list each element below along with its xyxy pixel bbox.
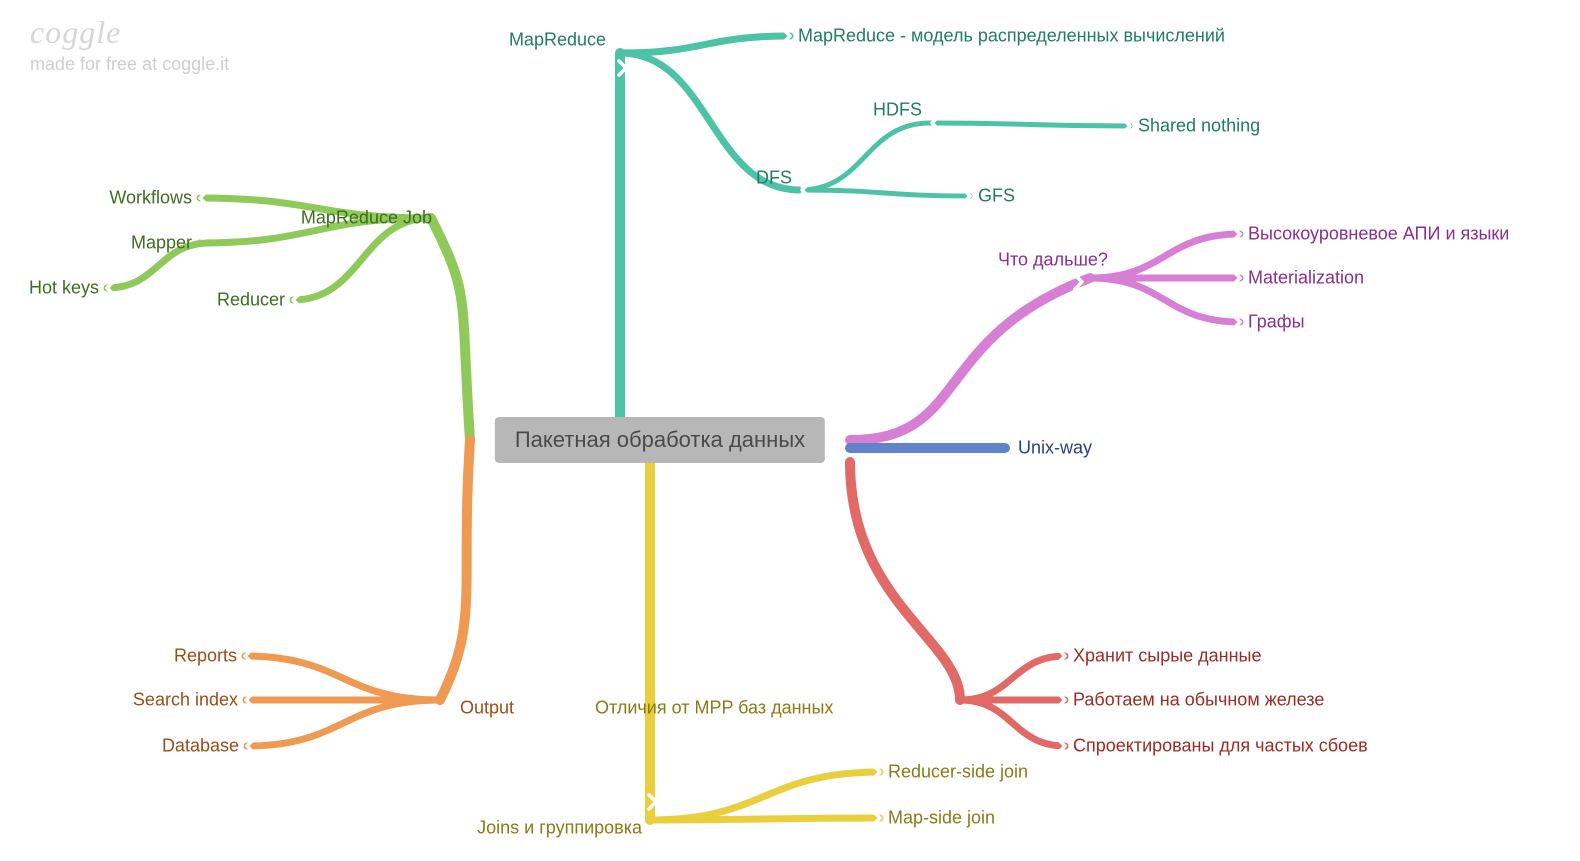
root-node[interactable]: Пакетная обработка данных — [495, 417, 825, 463]
mat-node[interactable]: Materialization — [1248, 268, 1364, 289]
mapper-node[interactable]: Mapper — [131, 233, 192, 254]
workflows-node[interactable]: Workflows — [109, 188, 192, 209]
unix-node[interactable]: Unix-way — [1018, 438, 1092, 459]
hdfs-node[interactable]: HDFS — [873, 100, 922, 121]
sharednothing-node[interactable]: Shared nothing — [1138, 116, 1260, 137]
mapreducejob-node[interactable]: MapReduce Job — [301, 208, 432, 229]
hw-node[interactable]: Работаем на обычном железе — [1073, 690, 1324, 711]
whatnext-node[interactable]: Что дальше? — [998, 250, 1108, 271]
reducerside-node[interactable]: Reducer-side join — [888, 762, 1028, 783]
raw-node[interactable]: Хранит сырые данные — [1073, 646, 1262, 667]
reducer-node[interactable]: Reducer — [217, 290, 285, 311]
gfs-node[interactable]: GFS — [978, 186, 1015, 207]
mapreduce-node[interactable]: MapReduce — [509, 30, 606, 51]
joins-node[interactable]: Joins и группировка — [477, 818, 642, 839]
reports-node[interactable]: Reports — [174, 646, 237, 667]
logo: coggle — [30, 14, 121, 51]
database-node[interactable]: Database — [162, 736, 239, 757]
output-node[interactable]: Output — [460, 698, 514, 719]
fail-node[interactable]: Спроектированы для частых сбоев — [1073, 736, 1368, 757]
mpp-node[interactable]: Отличия от MPP баз данных — [595, 698, 833, 719]
mapside-node[interactable]: Map-side join — [888, 808, 995, 829]
dfs-node[interactable]: DFS — [756, 168, 792, 189]
tagline: made for free at coggle.it — [30, 54, 229, 75]
searchidx-node[interactable]: Search index — [133, 690, 238, 711]
api-node[interactable]: Высокоуровневое АПИ и языки — [1248, 224, 1509, 245]
graphs-node[interactable]: Графы — [1248, 312, 1305, 333]
mrmodel-node[interactable]: MapReduce - модель распределенных вычисл… — [798, 26, 1225, 47]
hotkeys-node[interactable]: Hot keys — [29, 278, 99, 299]
